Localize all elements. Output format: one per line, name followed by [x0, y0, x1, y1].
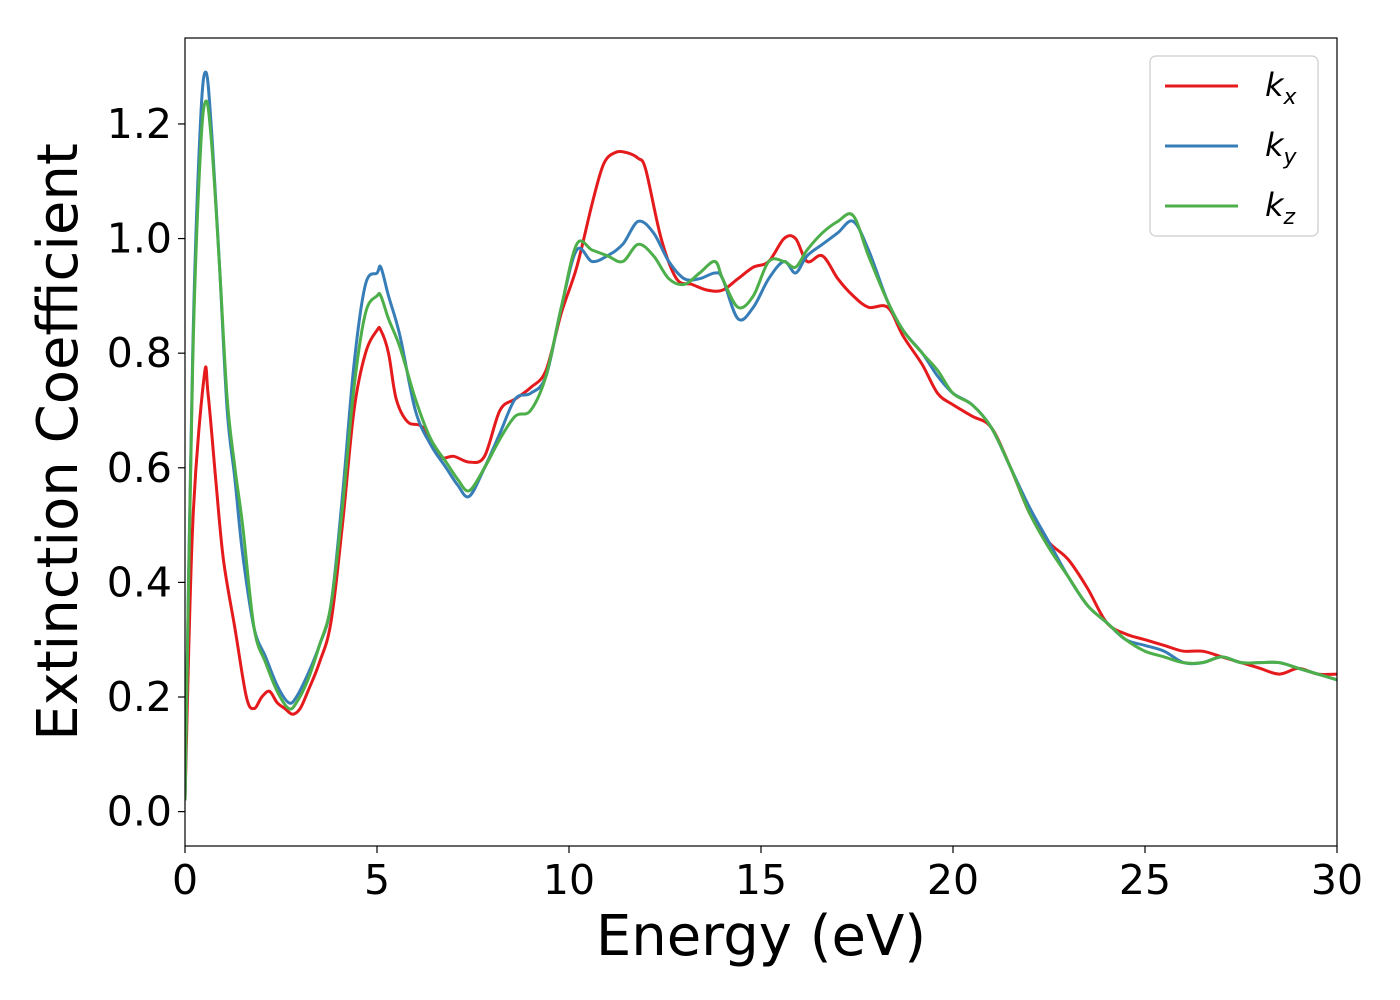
- y-tick-label: 0.0: [107, 788, 172, 836]
- x-axis: 0 5 10 15 20 25 30: [172, 846, 1363, 904]
- x-tick-label: 20: [927, 856, 979, 904]
- legend-label: ky: [1265, 126, 1298, 170]
- series-layer: [185, 70, 1337, 801]
- legend-label-main: k: [1265, 126, 1285, 164]
- x-axis-title: Energy (eV): [596, 904, 926, 969]
- legend-label-subscript: z: [1283, 205, 1296, 230]
- y-axis-title: Extinction Coefficient: [26, 143, 91, 741]
- series-line-k-z: [185, 99, 1337, 801]
- x-tick-label: 0: [172, 856, 198, 904]
- series-line-k-x: [185, 150, 1337, 801]
- legend-label-subscript: x: [1283, 85, 1298, 110]
- y-tick-label: 1.0: [107, 215, 172, 263]
- x-tick-label: 15: [735, 856, 787, 904]
- y-tick-label: 0.4: [107, 558, 172, 606]
- legend-label-subscript: y: [1283, 145, 1298, 170]
- legend-label-main: k: [1265, 66, 1285, 104]
- x-tick-label: 5: [364, 856, 390, 904]
- x-tick-label: 10: [543, 856, 595, 904]
- x-tick-label: 25: [1119, 856, 1171, 904]
- y-tick-label: 0.6: [107, 444, 172, 492]
- y-tick-label: 0.2: [107, 673, 172, 721]
- x-tick-label: 30: [1311, 856, 1363, 904]
- y-tick-label: 0.8: [107, 329, 172, 377]
- y-tick-label: 1.2: [107, 100, 172, 148]
- y-axis: 0.0 0.2 0.4 0.6 0.8 1.0 1.2: [107, 100, 185, 836]
- legend-label: kz: [1265, 186, 1296, 230]
- legend-label-main: k: [1265, 186, 1285, 224]
- legend-label: kx: [1265, 66, 1298, 110]
